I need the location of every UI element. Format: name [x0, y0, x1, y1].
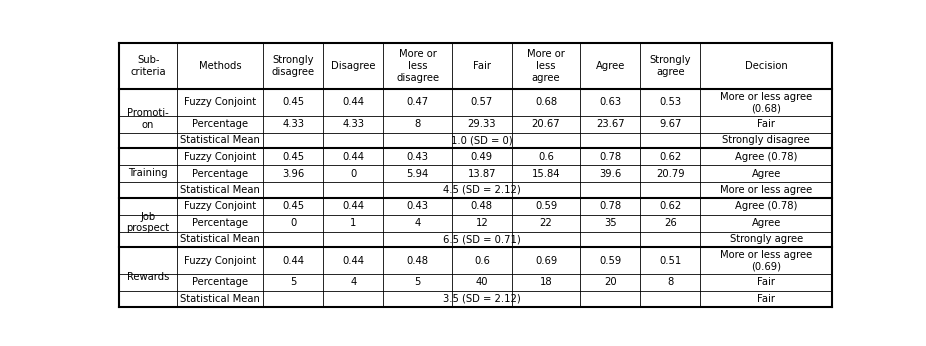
Text: 0.57: 0.57 [470, 98, 493, 107]
Text: 0.59: 0.59 [535, 201, 557, 211]
Text: Strongly disagree: Strongly disagree [722, 136, 810, 145]
Text: 20: 20 [604, 277, 617, 288]
Text: Promoti-
on: Promoti- on [127, 108, 169, 129]
Text: 5.94: 5.94 [407, 169, 429, 179]
Text: Fair: Fair [757, 294, 775, 304]
Text: 0.6: 0.6 [538, 152, 554, 162]
Text: Strongly
agree: Strongly agree [649, 55, 691, 77]
Text: 3.96: 3.96 [282, 169, 305, 179]
Text: More or less agree
(0.69): More or less agree (0.69) [720, 250, 812, 272]
Text: 8: 8 [667, 277, 673, 288]
Text: 35: 35 [604, 218, 617, 228]
Text: Fair: Fair [757, 119, 775, 129]
Text: Percentage: Percentage [192, 169, 248, 179]
Text: 0.48: 0.48 [407, 256, 429, 266]
Text: Percentage: Percentage [192, 218, 248, 228]
Text: Methods: Methods [199, 61, 242, 71]
Text: Statistical Mean: Statistical Mean [181, 235, 260, 244]
Text: Percentage: Percentage [192, 119, 248, 129]
Text: Job
prospect: Job prospect [127, 212, 169, 234]
Text: 4: 4 [415, 218, 420, 228]
Text: Statistical Mean: Statistical Mean [181, 136, 260, 145]
Text: Agree: Agree [751, 218, 781, 228]
Text: Agree (0.78): Agree (0.78) [735, 201, 797, 211]
Text: Agree: Agree [751, 169, 781, 179]
Text: Fair: Fair [757, 277, 775, 288]
Text: Statistical Mean: Statistical Mean [181, 294, 260, 304]
Text: 0.45: 0.45 [282, 201, 305, 211]
Text: 0.59: 0.59 [599, 256, 621, 266]
Text: More or
less
agree: More or less agree [527, 49, 565, 83]
Text: 4: 4 [350, 277, 357, 288]
Text: Strongly agree: Strongly agree [730, 235, 803, 244]
Text: 4.33: 4.33 [343, 119, 365, 129]
Text: 0.68: 0.68 [535, 98, 557, 107]
Text: Fuzzy Conjoint: Fuzzy Conjoint [184, 98, 257, 107]
Text: 26: 26 [664, 218, 677, 228]
Text: 29.33: 29.33 [468, 119, 496, 129]
Text: 23.67: 23.67 [596, 119, 624, 129]
Text: 0.69: 0.69 [535, 256, 557, 266]
Text: 0: 0 [290, 218, 296, 228]
Text: 0.44: 0.44 [343, 98, 365, 107]
Text: 4.33: 4.33 [282, 119, 305, 129]
Text: 0.48: 0.48 [470, 201, 493, 211]
Text: 0.43: 0.43 [407, 152, 429, 162]
Text: 1: 1 [350, 218, 357, 228]
Text: Rewards: Rewards [127, 272, 169, 282]
Text: 5: 5 [415, 277, 420, 288]
Text: Decision: Decision [745, 61, 787, 71]
Text: 0.44: 0.44 [343, 152, 365, 162]
Text: 4.5 (SD = 2.12): 4.5 (SD = 2.12) [443, 185, 520, 195]
Text: 1.0 (SD = 0): 1.0 (SD = 0) [451, 136, 513, 145]
Text: 0.78: 0.78 [599, 152, 621, 162]
Text: Fair: Fair [473, 61, 491, 71]
Text: Training: Training [129, 168, 168, 178]
Text: More or
less
disagree: More or less disagree [396, 49, 439, 83]
Text: 0.62: 0.62 [659, 201, 682, 211]
Text: 22: 22 [540, 218, 553, 228]
Text: 0.47: 0.47 [407, 98, 429, 107]
Text: Strongly
disagree: Strongly disagree [272, 55, 315, 77]
Text: 0: 0 [350, 169, 357, 179]
Text: 12: 12 [475, 218, 488, 228]
Text: 0.62: 0.62 [659, 152, 682, 162]
Text: Sub-
criteria: Sub- criteria [131, 55, 166, 77]
Text: 0.49: 0.49 [470, 152, 493, 162]
Text: 0.45: 0.45 [282, 152, 305, 162]
Text: 0.78: 0.78 [599, 201, 621, 211]
Text: 0.63: 0.63 [599, 98, 621, 107]
Text: Fuzzy Conjoint: Fuzzy Conjoint [184, 152, 257, 162]
Text: 5: 5 [290, 277, 296, 288]
Text: Disagree: Disagree [332, 61, 376, 71]
Text: Agree (0.78): Agree (0.78) [735, 152, 797, 162]
Text: 0.43: 0.43 [407, 201, 429, 211]
Text: Fuzzy Conjoint: Fuzzy Conjoint [184, 201, 257, 211]
Text: 39.6: 39.6 [599, 169, 621, 179]
Text: 40: 40 [476, 277, 488, 288]
Text: Fuzzy Conjoint: Fuzzy Conjoint [184, 256, 257, 266]
Text: Statistical Mean: Statistical Mean [181, 185, 260, 195]
Text: 6.5 (SD = 0.71): 6.5 (SD = 0.71) [443, 235, 520, 244]
Text: Percentage: Percentage [192, 277, 248, 288]
Text: 3.5 (SD = 2.12): 3.5 (SD = 2.12) [443, 294, 520, 304]
Text: 20.67: 20.67 [532, 119, 560, 129]
Text: 18: 18 [540, 277, 552, 288]
Text: 0.45: 0.45 [282, 98, 305, 107]
Text: Agree: Agree [595, 61, 625, 71]
Text: 15.84: 15.84 [532, 169, 560, 179]
Text: 20.79: 20.79 [656, 169, 684, 179]
Text: 0.44: 0.44 [343, 201, 365, 211]
Text: 0.51: 0.51 [659, 256, 682, 266]
Text: 13.87: 13.87 [468, 169, 496, 179]
Text: More or less agree
(0.68): More or less agree (0.68) [720, 92, 812, 113]
Text: More or less agree: More or less agree [720, 185, 812, 195]
Text: 0.53: 0.53 [659, 98, 682, 107]
Text: 0.44: 0.44 [343, 256, 365, 266]
Text: 8: 8 [415, 119, 420, 129]
Text: 0.6: 0.6 [474, 256, 490, 266]
Text: 9.67: 9.67 [659, 119, 682, 129]
Text: 0.44: 0.44 [282, 256, 305, 266]
